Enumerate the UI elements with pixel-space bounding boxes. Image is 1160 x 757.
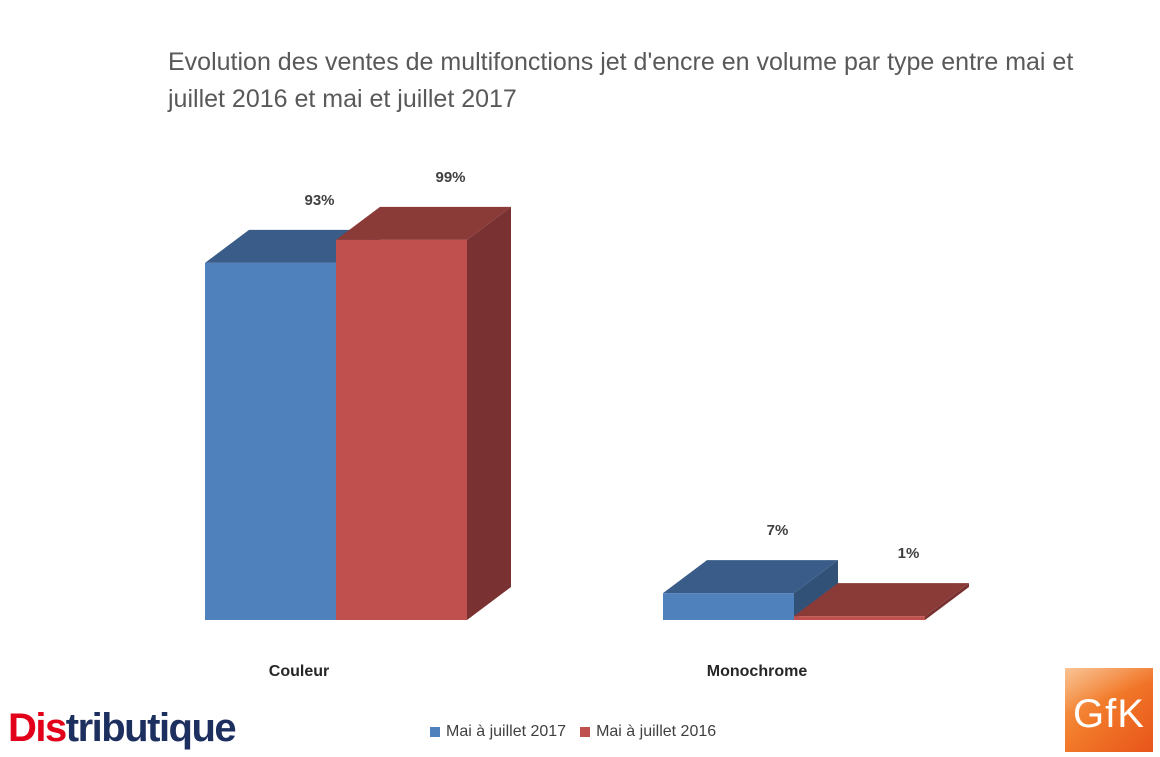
- bar-monochrome-s0-side: [794, 560, 838, 620]
- chart-title: Evolution des ventes de multifonctions j…: [168, 48, 1074, 113]
- gfk-logo: GfK: [1065, 668, 1153, 752]
- category-label-couleur: Couleur: [269, 663, 329, 680]
- legend-swatch-2016: [580, 727, 591, 737]
- legend-swatch-2017: [430, 727, 440, 737]
- bar-couleur-s0: [205, 262, 336, 620]
- data-label-monochrome-s1: 1%: [898, 545, 920, 562]
- data-label-couleur-s0: 93%: [304, 192, 334, 209]
- distributique-logo-part-red: Dis: [8, 706, 67, 750]
- bar-monochrome-s1-top: [794, 583, 969, 617]
- data-label-couleur-s1: 99%: [435, 169, 465, 186]
- bar-monochrome-s0-top: [663, 560, 838, 594]
- bar-monochrome-s1: [794, 616, 925, 620]
- bar-couleur-s1-side: [467, 206, 511, 620]
- bar-couleur-s1: [336, 239, 467, 620]
- category-label-monochrome: Monochrome: [707, 663, 808, 680]
- bar-monochrome-s1-side: [925, 583, 969, 620]
- distributique-logo-part-navy: tributique: [65, 706, 237, 750]
- legend-item-2016: Mai à juillet 2016: [580, 723, 716, 741]
- legend-label-2017: Mai à juillet 2017: [446, 723, 567, 740]
- distributique-logo: Distributique: [8, 706, 237, 750]
- legend-label-2016: Mai à juillet 2016: [596, 723, 717, 740]
- legend: Mai à juillet 2017 Mai à juillet 2016: [430, 722, 716, 742]
- gfk-logo-text: GfK: [1073, 692, 1145, 736]
- legend-item-2017: Mai à juillet 2017: [430, 723, 566, 741]
- data-label-monochrome-s0: 7%: [767, 522, 789, 539]
- bar-couleur-s1-top: [336, 206, 511, 240]
- bar-monochrome-s0: [663, 593, 794, 620]
- gfk-logo-glare: [1065, 668, 1153, 752]
